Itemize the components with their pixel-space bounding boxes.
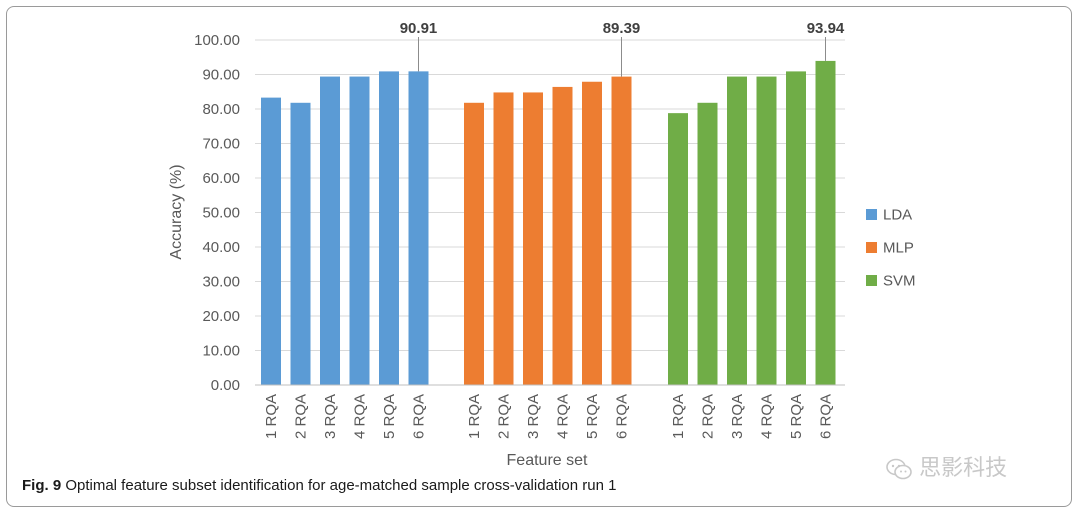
y-tick-label: 50.00 bbox=[202, 205, 240, 222]
legend-label-svm: SVM bbox=[883, 273, 916, 290]
x-tick-label: 3 RQA bbox=[525, 394, 542, 439]
bar-svm-5 bbox=[786, 71, 806, 386]
bar-lda-5 bbox=[379, 71, 399, 386]
bars bbox=[261, 60, 836, 386]
x-tick-label: 2 RQA bbox=[293, 394, 310, 439]
x-axis-ticks: 1 RQA 2 RQA 3 RQA 4 RQA 5 RQA 6 RQA 1 RQA 2 RQA… bbox=[263, 394, 835, 439]
bar-svm-2 bbox=[697, 102, 718, 385]
y-tick-label: 100.00 bbox=[194, 32, 240, 49]
bar-lda-3 bbox=[320, 76, 340, 385]
legend-swatch-lda bbox=[866, 209, 877, 220]
legend-swatch-svm bbox=[866, 275, 877, 286]
bar-mlp-5 bbox=[582, 81, 602, 386]
y-tick-label: 0.00 bbox=[211, 377, 240, 394]
bar-mlp-3 bbox=[523, 92, 543, 385]
x-tick-label: 6 RQA bbox=[411, 394, 428, 439]
watermark-text: 思影科技 bbox=[919, 455, 1008, 480]
wechat-icon bbox=[886, 458, 912, 480]
y-tick-label: 90.00 bbox=[202, 67, 240, 84]
bar-svm-1 bbox=[668, 113, 688, 385]
annotations: 90.91 89.39 93.94 bbox=[400, 20, 845, 77]
y-tick-label: 60.00 bbox=[202, 170, 240, 187]
watermark: 思影科技 bbox=[885, 450, 1007, 482]
y-tick-label: 30.00 bbox=[202, 274, 240, 291]
x-tick-label: 1 RQA bbox=[670, 394, 687, 439]
bar-svm-3 bbox=[727, 76, 747, 385]
bar-lda-6 bbox=[408, 71, 429, 385]
x-tick-label: 5 RQA bbox=[381, 394, 398, 439]
y-tick-label: 40.00 bbox=[202, 239, 240, 256]
data-label-mlp: 89.39 bbox=[603, 20, 641, 37]
bar-mlp-1 bbox=[464, 102, 484, 385]
x-tick-label: 3 RQA bbox=[322, 394, 339, 439]
x-axis-title: Feature set bbox=[507, 452, 588, 469]
data-label-svm: 93.94 bbox=[807, 20, 845, 37]
legend: LDA MLP SVM bbox=[866, 207, 916, 290]
x-tick-label: 2 RQA bbox=[496, 394, 513, 439]
bar-lda-2 bbox=[290, 102, 311, 385]
y-axis-ticks: 0.00 10.00 20.00 30.00 40.00 50.00 60.00 70.00 8… bbox=[194, 32, 240, 394]
x-tick-label: 5 RQA bbox=[584, 394, 601, 439]
y-tick-label: 80.00 bbox=[202, 101, 240, 118]
bar-lda-4 bbox=[349, 76, 370, 385]
x-tick-label: 5 RQA bbox=[788, 394, 805, 439]
figure-caption: Fig. 9 Optimal feature subset identifica… bbox=[22, 477, 616, 494]
x-tick-label: 6 RQA bbox=[818, 394, 835, 439]
bar-svm-4 bbox=[756, 76, 777, 385]
x-tick-label: 4 RQA bbox=[352, 394, 369, 439]
caption-text: Optimal feature subset identification fo… bbox=[61, 477, 617, 494]
legend-label-mlp: MLP bbox=[883, 240, 914, 257]
legend-label-lda: LDA bbox=[883, 207, 912, 224]
x-tick-label: 6 RQA bbox=[614, 394, 631, 439]
caption-label: Fig. 9 bbox=[22, 477, 62, 494]
x-tick-label: 4 RQA bbox=[555, 394, 572, 439]
y-tick-label: 70.00 bbox=[202, 136, 240, 153]
x-tick-label: 3 RQA bbox=[729, 394, 746, 439]
bar-mlp-4 bbox=[552, 86, 573, 386]
bar-svm-6 bbox=[815, 60, 836, 385]
bar-mlp-6 bbox=[611, 76, 632, 386]
legend-swatch-mlp bbox=[866, 242, 877, 253]
data-label-lda: 90.91 bbox=[400, 20, 438, 37]
x-tick-label: 4 RQA bbox=[759, 394, 776, 439]
y-axis-title: Accuracy (%) bbox=[168, 164, 185, 259]
y-tick-label: 10.00 bbox=[202, 343, 240, 360]
x-tick-label: 1 RQA bbox=[466, 394, 483, 439]
y-tick-label: 20.00 bbox=[202, 308, 240, 325]
bar-lda-1 bbox=[261, 97, 281, 386]
x-tick-label: 1 RQA bbox=[263, 394, 280, 439]
bar-mlp-2 bbox=[493, 92, 514, 385]
x-tick-label: 2 RQA bbox=[700, 394, 717, 439]
